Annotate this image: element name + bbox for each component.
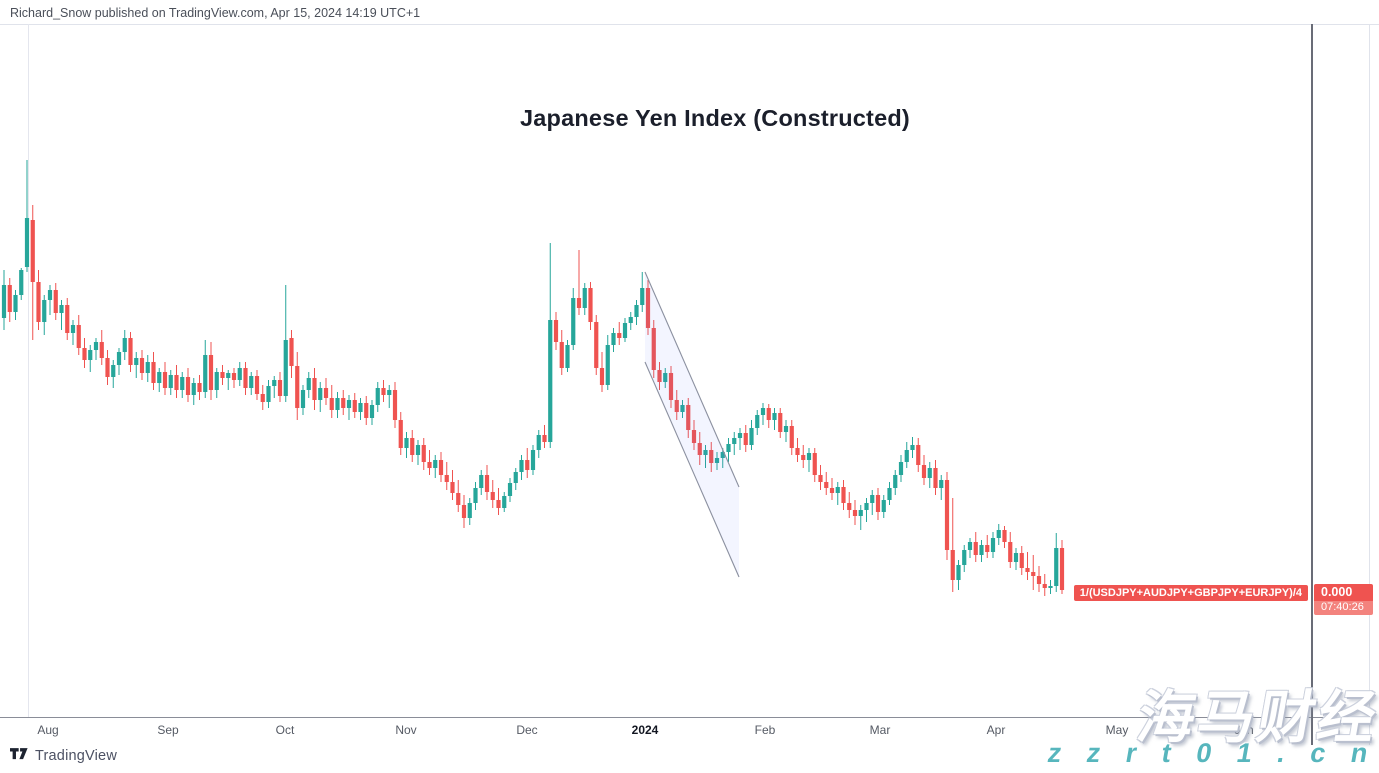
time-axis-tick-nov: Nov [395, 723, 417, 737]
time-axis-tick-feb: Feb [754, 723, 776, 737]
time-axis-tick-may: May [1105, 723, 1129, 737]
time-axis-tick-oct: Oct [275, 723, 295, 737]
last-bar-vertical-line [1311, 24, 1313, 745]
month-gridline [28, 24, 29, 717]
time-axis-tick-apr: Apr [986, 723, 1006, 737]
time-axis-tick-dec: Dec [516, 723, 538, 737]
chart-right-border [1369, 24, 1370, 745]
time-axis-tick-sep: Sep [157, 723, 179, 737]
time-axis-line [0, 717, 1370, 718]
watermark-url-text: z z r t 0 1 . c n [1045, 738, 1379, 768]
time-axis-tick-mar: Mar [869, 723, 891, 737]
attribution-text: Richard_Snow published on TradingView.co… [10, 6, 421, 20]
symbol-formula-label: 1/(USDJPY+AUDJPY+GBPJPY+EURJPY)/4 [1073, 584, 1308, 601]
time-axis-tick-2024: 2024 [631, 723, 659, 737]
tradingview-logo-icon [10, 748, 29, 764]
time-axis-tick-jun: Jun [1234, 723, 1254, 737]
tradingview-wordmark: TradingView [35, 748, 117, 764]
time-axis[interactable]: Aug Sep Oct Nov Dec 2024 Feb Mar Apr May Jun [0, 717, 1379, 745]
last-price-value: 0.000 [1314, 584, 1373, 601]
chart-title: Japanese Yen Index (Constructed) [520, 105, 910, 131]
tradingview-attribution-link[interactable]: TradingView [10, 748, 117, 764]
chart-top-border [0, 24, 1379, 25]
bar-countdown-timer: 07:40:26 [1314, 601, 1373, 615]
time-axis-tick-aug: Aug [37, 723, 59, 737]
last-price-label: 0.000 07:40:26 [1314, 584, 1373, 615]
